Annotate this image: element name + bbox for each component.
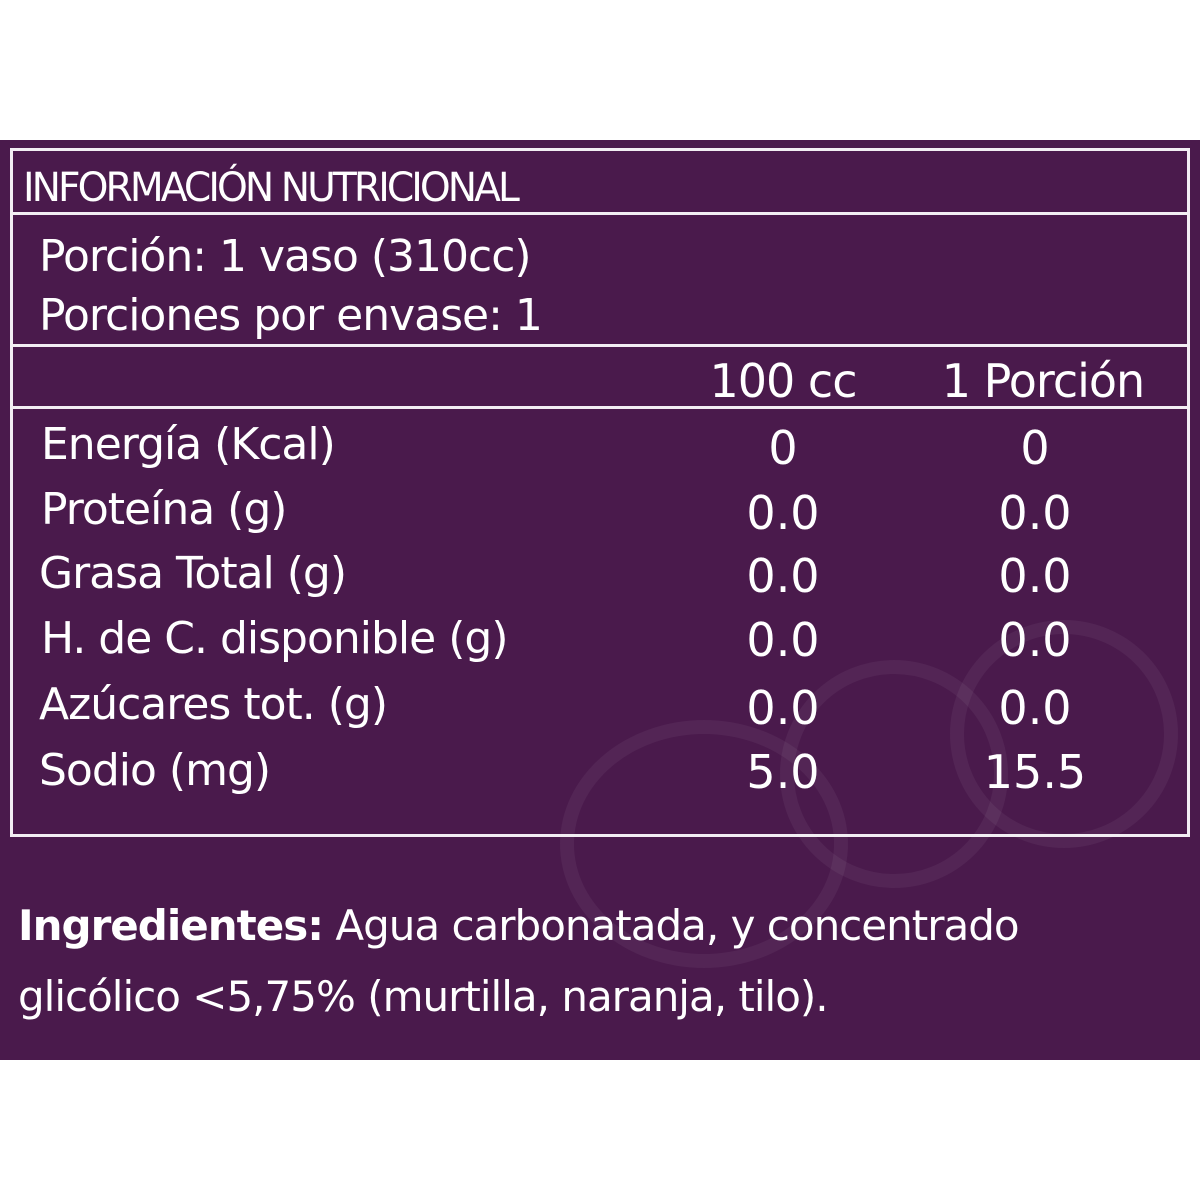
row-value-portion: 0.0 xyxy=(998,486,1072,540)
table-title: INFORMACIÓN NUTRICIONAL xyxy=(23,165,520,211)
row-value-portion: 15.5 xyxy=(983,745,1087,799)
row-label: Sodio (mg) xyxy=(39,745,271,796)
row-value-portion: 0.0 xyxy=(998,549,1072,603)
row-label: Azúcares tot. (g) xyxy=(39,679,388,730)
row-label: Energía (Kcal) xyxy=(41,419,336,470)
row-value-100cc: 0.0 xyxy=(746,549,820,603)
divider xyxy=(13,406,1187,409)
nutrition-table: INFORMACIÓN NUTRICIONAL Porción: 1 vaso … xyxy=(10,148,1190,837)
row-value-100cc: 0.0 xyxy=(746,681,820,735)
row-label: Proteína (g) xyxy=(41,484,287,535)
ingredients-text: Agua carbonatada, y concentrado xyxy=(335,901,1019,950)
row-label: H. de C. disponible (g) xyxy=(41,613,508,664)
divider xyxy=(13,212,1187,215)
row-value-100cc: 0 xyxy=(768,421,798,475)
row-value-portion: 0 xyxy=(1020,421,1050,475)
ingredients-label: Ingredientes: xyxy=(18,901,324,950)
serving-size: Porción: 1 vaso (310cc) xyxy=(39,231,532,282)
row-value-100cc: 0.0 xyxy=(746,486,820,540)
nutrition-panel: INFORMACIÓN NUTRICIONAL Porción: 1 vaso … xyxy=(0,140,1200,1060)
row-label: Grasa Total (g) xyxy=(39,548,347,599)
ingredients-line-1: Ingredientes: Agua carbonatada, y concen… xyxy=(18,905,1020,947)
row-value-100cc: 5.0 xyxy=(746,745,820,799)
column-header-100cc: 100 cc xyxy=(709,354,857,408)
ingredients-line-2: glicólico <5,75% (murtilla, naranja, til… xyxy=(18,972,829,1021)
servings-per-container: Porciones por envase: 1 xyxy=(39,290,543,341)
row-value-portion: 0.0 xyxy=(998,681,1072,735)
row-value-100cc: 0.0 xyxy=(746,613,820,667)
column-header-portion: 1 Porción xyxy=(941,354,1145,408)
row-value-portion: 0.0 xyxy=(998,613,1072,667)
divider xyxy=(13,344,1187,347)
